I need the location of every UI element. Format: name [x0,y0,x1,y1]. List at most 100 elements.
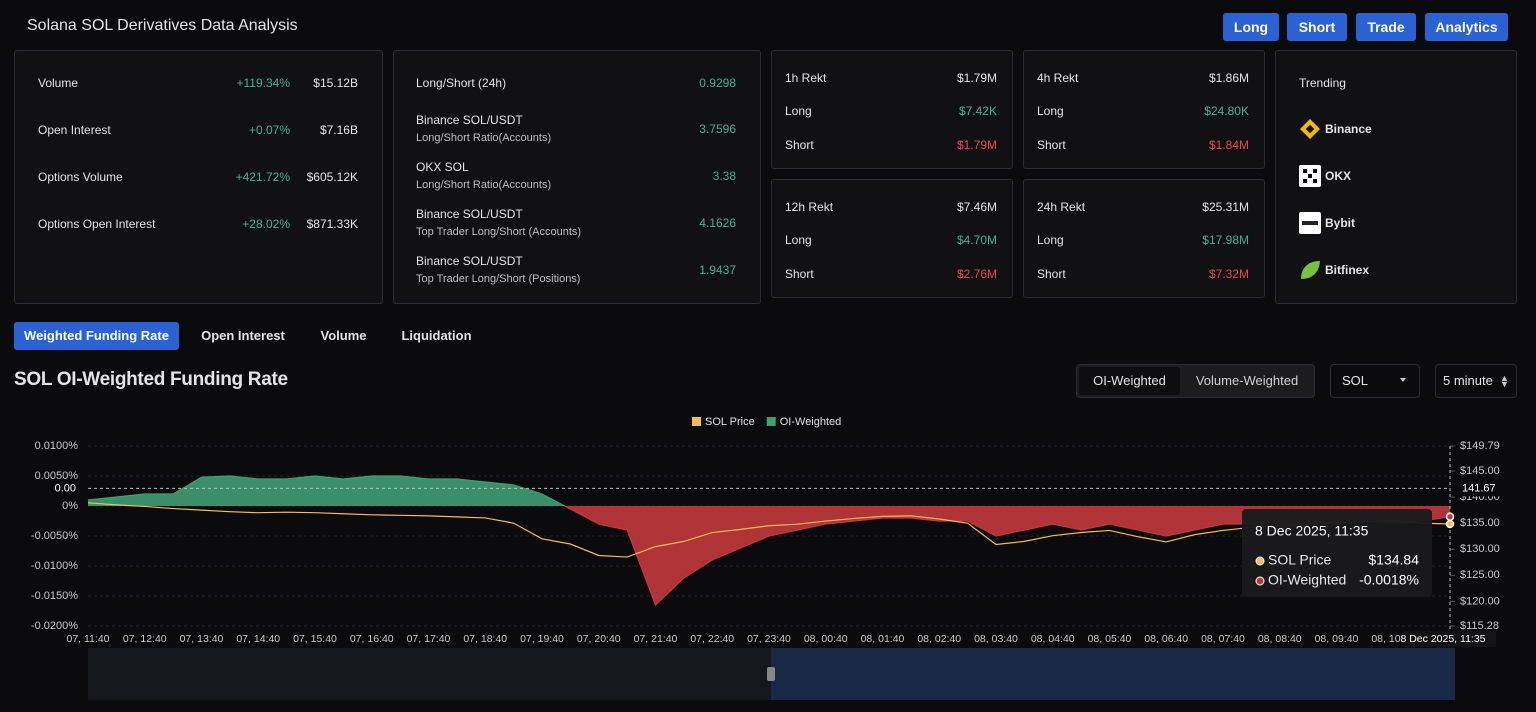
y2-tick-label: $115.28 [1460,620,1499,632]
x-tick-label: 08, 01:40 [861,633,905,645]
toggle[interactable]: OI-Weighted [1079,367,1180,395]
ratio-label: Binance SOL/USDT [416,254,523,268]
exchange-name[interactable]: Bitfinex [1325,263,1370,277]
ratio-sublabel: Long/Short Ratio(Accounts) [416,179,552,191]
stat-change: +119.34% [236,76,291,90]
stat-label: Open Interest [38,123,111,137]
y-tick-label: -0.0200% [31,620,78,632]
x-tick-label: 08, 03:40 [974,633,1018,645]
rekt-row-label: Short [1037,138,1066,152]
x-tick-label: 08, 00:40 [804,633,848,645]
legend-label: OI-Weighted [780,416,842,428]
ratio-label: OKX SOL [416,160,469,174]
trending-title: Trending [1299,76,1346,90]
x-tick-label: 08, 04:40 [1031,633,1075,645]
x-tick-label: 07, 12:40 [123,633,167,645]
rekt-title: 12h Rekt [785,200,834,214]
x-tick-label: 08, 07:40 [1201,633,1245,645]
x-tick-label: 07, 20:40 [577,633,621,645]
x-tick-label: 07, 16:40 [350,633,394,645]
ratio-value: 3.7596 [699,122,736,136]
x-tick-label: 07, 11:40 [66,633,109,645]
stat-value: $605.12K [306,170,358,184]
tab[interactable]: Open Interest [201,328,285,343]
coin-select[interactable]: SOL [1330,364,1420,398]
legend-label: SOL Price [705,416,755,428]
rekt-row-value: $7.42K [958,104,997,118]
tab[interactable]: Liquidation [401,328,472,343]
toggle[interactable]: Volume-Weighted [1195,373,1299,388]
x-tick-label: 07, 14:40 [236,633,280,645]
rekt-title: 4h Rekt [1037,71,1079,85]
legend-swatch [766,417,776,426]
ratio-label: Binance SOL/USDT [416,207,523,221]
x-tick-label: 07, 15:40 [293,633,337,645]
rekt-row-label: Long [785,104,812,118]
x-tick-label: 07, 22:40 [690,633,734,645]
rekt-row-value: $17.98M [1202,233,1249,247]
x-tick-label: 08, 09:40 [1315,633,1359,645]
tab[interactable]: Volume [320,328,367,343]
chart-title: SOL OI-Weighted Funding Rate [14,369,288,390]
x-tick-label: 07, 18:40 [463,633,507,645]
x-tick-label: 07, 17:40 [407,633,451,645]
ratio-value: 4.1626 [699,216,736,230]
x-tick-label: 08, 06:40 [1144,633,1188,645]
y2-tick-label: $145.00 [1460,465,1500,477]
x-tick-label: 08, 02:40 [917,633,961,645]
rekt-row-value: $24.80K [1204,104,1249,118]
stat-change: +0.07% [248,123,290,137]
rekt-card [1023,179,1265,298]
stat-value: $15.12B [313,76,358,90]
exchange-icon [1299,118,1321,140]
crosshair-label-bg [1454,480,1502,497]
y-tick-label: -0.0100% [31,560,78,572]
rekt-row-value: $2.76M [956,267,997,281]
end-marker [1445,512,1455,522]
y-tick-label: -0.0050% [31,530,78,542]
rekt-title: 24h Rekt [1037,200,1086,214]
rekt-row-value: $1.84M [1208,138,1249,152]
navigator-window [771,648,1455,700]
x-tick-label: 08, 08:40 [1258,633,1302,645]
x-tick-label: 07, 23:40 [747,633,791,645]
select-caret [1400,378,1406,382]
rekt-row-label: Long [785,233,812,247]
header-button[interactable]: Long [1223,13,1279,41]
tooltip-dot [1255,576,1265,586]
y-tick-label: 0.0100% [35,440,79,452]
header-button[interactable]: Trade [1356,13,1416,41]
header-button[interactable]: Analytics [1425,13,1508,41]
stat-change: +28.02% [242,217,290,231]
x-tick-label: 08, 05:40 [1088,633,1132,645]
y2-tick-label: $125.00 [1460,569,1500,581]
tab[interactable]: Weighted Funding Rate [14,322,179,350]
interval-select[interactable]: 5 minute [1435,364,1517,398]
tooltip-name: SOL Price [1268,552,1331,568]
rekt-title: 1h Rekt [785,71,827,85]
stat-value: $871.33K [306,217,358,231]
rekt-row-value: $7.32M [1208,267,1249,281]
y-tick-label: -0.0150% [31,590,78,602]
rekt-row-label: Short [785,138,814,152]
rekt-row-label: Short [1037,267,1066,281]
stat-value: $7.16B [319,123,358,137]
stats-card [14,50,383,304]
ratio-sublabel: Top Trader Long/Short (Accounts) [416,226,582,238]
rekt-row-label: Long [1037,104,1064,118]
crosshair-label-bg [36,481,80,496]
ratio-value: 1.9437 [699,263,736,277]
exchange-name[interactable]: Binance [1325,122,1372,136]
ratio-label: Long/Short (24h) [416,76,507,90]
exchange-name[interactable]: OKX [1325,169,1352,183]
exchange-name[interactable]: Bybit [1325,216,1355,230]
y2-tick-label: $149.79 [1460,440,1500,452]
crosshair-y2-label: 141.67 [1462,482,1496,494]
ratio-label: Binance SOL/USDT [416,113,523,127]
page-title: Solana SOL Derivatives Data Analysis [27,17,298,34]
header-button[interactable]: Short [1287,13,1347,41]
tooltip-name: OI-Weighted [1268,572,1346,588]
ratio-value: 3.38 [712,169,736,183]
